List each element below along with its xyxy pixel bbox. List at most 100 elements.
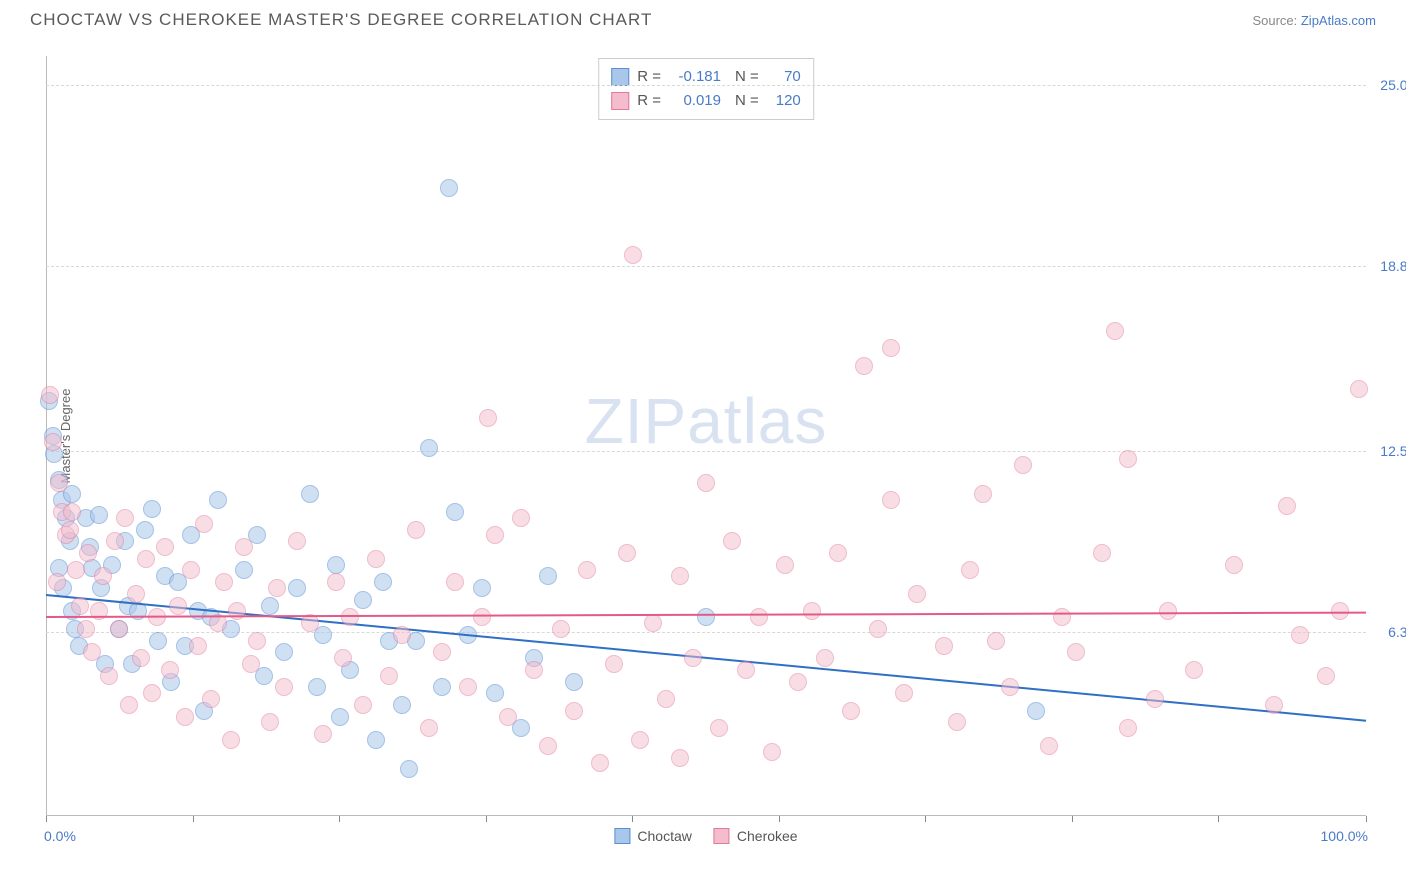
data-point xyxy=(433,643,451,661)
data-point xyxy=(842,702,860,720)
data-point xyxy=(948,713,966,731)
watermark: ZIPatlas xyxy=(585,384,828,458)
data-point xyxy=(420,719,438,737)
data-point xyxy=(268,579,286,597)
x-tick xyxy=(925,816,926,822)
x-tick xyxy=(1366,816,1367,822)
y-tick-label: 18.8% xyxy=(1380,258,1406,274)
data-point xyxy=(657,690,675,708)
data-point xyxy=(605,655,623,673)
data-point xyxy=(137,550,155,568)
data-point xyxy=(440,179,458,197)
data-point xyxy=(961,561,979,579)
data-point xyxy=(1146,690,1164,708)
data-point xyxy=(420,439,438,457)
data-point xyxy=(261,597,279,615)
data-point xyxy=(169,597,187,615)
data-point xyxy=(1053,608,1071,626)
legend-item: Cherokee xyxy=(714,828,798,844)
data-point xyxy=(723,532,741,550)
data-point xyxy=(869,620,887,638)
data-point xyxy=(407,521,425,539)
data-point xyxy=(393,696,411,714)
data-point xyxy=(248,632,266,650)
data-point xyxy=(671,567,689,585)
data-point xyxy=(1106,322,1124,340)
data-point xyxy=(79,544,97,562)
gridline xyxy=(46,632,1366,633)
data-point xyxy=(525,661,543,679)
series-legend: Choctaw Cherokee xyxy=(614,828,797,844)
data-point xyxy=(855,357,873,375)
gridline xyxy=(46,266,1366,267)
data-point xyxy=(479,409,497,427)
data-point xyxy=(67,561,85,579)
data-point xyxy=(446,503,464,521)
data-point xyxy=(539,567,557,585)
data-point xyxy=(1317,667,1335,685)
data-point xyxy=(473,579,491,597)
data-point xyxy=(209,491,227,509)
data-point xyxy=(499,708,517,726)
data-point xyxy=(143,684,161,702)
data-point xyxy=(71,597,89,615)
data-point xyxy=(195,515,213,533)
data-point xyxy=(132,649,150,667)
x-tick xyxy=(486,816,487,822)
data-point xyxy=(61,521,79,539)
x-max-label: 100.0% xyxy=(1321,828,1368,844)
data-point xyxy=(136,521,154,539)
data-point xyxy=(1185,661,1203,679)
x-tick xyxy=(1218,816,1219,822)
data-point xyxy=(261,713,279,731)
data-point xyxy=(631,731,649,749)
x-axis xyxy=(46,815,1366,816)
data-point xyxy=(1001,678,1019,696)
data-point xyxy=(578,561,596,579)
data-point xyxy=(222,731,240,749)
data-point xyxy=(202,690,220,708)
data-point xyxy=(974,485,992,503)
data-point xyxy=(433,678,451,696)
data-point xyxy=(684,649,702,667)
data-point xyxy=(215,573,233,591)
data-point xyxy=(143,500,161,518)
source-link[interactable]: ZipAtlas.com xyxy=(1301,13,1376,28)
data-point xyxy=(400,760,418,778)
data-point xyxy=(275,643,293,661)
legend-label: Choctaw xyxy=(637,828,691,844)
x-tick xyxy=(193,816,194,822)
data-point xyxy=(803,602,821,620)
y-tick-label: 12.5% xyxy=(1380,443,1406,459)
legend-row: R =0.019N =120 xyxy=(611,89,801,113)
data-point xyxy=(908,585,926,603)
data-point xyxy=(710,719,728,737)
data-point xyxy=(189,637,207,655)
y-tick-label: 6.3% xyxy=(1388,624,1406,640)
x-tick xyxy=(1072,816,1073,822)
data-point xyxy=(1225,556,1243,574)
data-point xyxy=(110,620,128,638)
data-point xyxy=(106,532,124,550)
data-point xyxy=(1278,497,1296,515)
data-point xyxy=(327,573,345,591)
data-point xyxy=(327,556,345,574)
chart-title: CHOCTAW VS CHEROKEE MASTER'S DEGREE CORR… xyxy=(30,10,652,30)
data-point xyxy=(486,684,504,702)
data-point xyxy=(473,608,491,626)
data-point xyxy=(789,673,807,691)
y-tick-label: 25.0% xyxy=(1380,77,1406,93)
data-point xyxy=(565,673,583,691)
data-point xyxy=(63,503,81,521)
data-point xyxy=(83,643,101,661)
data-point xyxy=(341,608,359,626)
data-point xyxy=(671,749,689,767)
data-point xyxy=(354,696,372,714)
data-point xyxy=(380,667,398,685)
data-point xyxy=(116,509,134,527)
data-point xyxy=(512,509,530,527)
data-point xyxy=(127,585,145,603)
data-point xyxy=(697,474,715,492)
data-point xyxy=(1350,380,1368,398)
data-point xyxy=(1067,643,1085,661)
